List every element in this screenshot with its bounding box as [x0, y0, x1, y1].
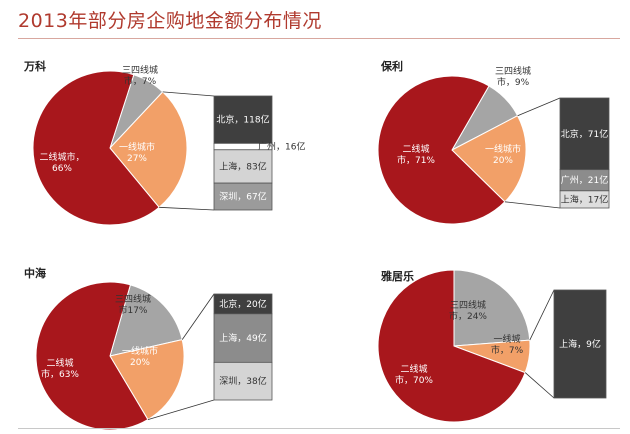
pie-slice	[451, 115, 527, 203]
connector-line	[162, 91, 215, 97]
chart-title: 中海	[24, 266, 46, 280]
pie-slice	[35, 281, 149, 431]
slice-label: 一线城市 20%	[122, 345, 158, 368]
breakdown-label: 上海，9亿	[559, 338, 601, 350]
connector-line	[159, 206, 215, 211]
breakdown-label: 深圳，38亿	[219, 375, 266, 387]
breakdown-label: 北京，71亿	[561, 128, 608, 140]
connector-line	[147, 399, 215, 420]
pie-slice	[109, 339, 185, 421]
connector-line	[517, 97, 561, 117]
slice-label: 一线城市 20%	[485, 143, 521, 166]
slice-label: 二线城市， 66%	[39, 151, 84, 174]
breakdown-segment	[559, 97, 610, 171]
chart-title: 雅居乐	[381, 269, 414, 283]
breakdown-label: 北京，118亿	[216, 114, 269, 126]
breakdown-label: 深圳，67亿	[219, 191, 266, 203]
breakdown-segment	[213, 361, 273, 401]
pie-slice	[109, 91, 188, 209]
breakdown-segment	[559, 190, 610, 209]
title-divider	[18, 38, 620, 39]
slice-label: 二线城市，63%	[41, 357, 79, 380]
connector-line	[504, 201, 561, 209]
slice-label: 三四线城市17%	[115, 293, 151, 316]
pie-slice	[32, 70, 160, 226]
pie-slice	[109, 284, 183, 357]
connector-line	[181, 293, 215, 340]
breakdown-segment	[213, 182, 273, 211]
slice-label: 三四线城市，7%	[122, 64, 158, 87]
slice-label: 三四线城市，24%	[449, 299, 487, 322]
chart-title: 万科	[23, 59, 46, 73]
pie-slice	[377, 269, 526, 423]
chart-title: 保利	[380, 59, 403, 73]
connector-line	[524, 372, 555, 399]
slice-label: 二线城市，70%	[395, 363, 433, 386]
bottom-divider	[18, 428, 620, 429]
breakdown-label: 北京，20亿	[219, 298, 266, 310]
connector-line	[529, 289, 555, 341]
breakdown-label: 广州，21亿	[561, 174, 608, 186]
breakdown-label: 上海，83亿	[219, 160, 266, 172]
breakdown-label: 上海，17亿	[561, 193, 608, 205]
pie-slice	[453, 269, 531, 347]
slice-label: 一线城市 27%	[119, 141, 155, 164]
breakdown-segment	[213, 313, 273, 363]
page-title: 2013年部分房企购地金额分布情况	[18, 10, 322, 32]
slice-label: 二线城市，71%	[397, 143, 435, 166]
slice-label: 三四线城市，9%	[495, 65, 531, 88]
breakdown-segment	[553, 289, 607, 399]
slice-label: 一线城市，7%	[491, 333, 524, 356]
pie-slice	[377, 75, 506, 225]
breakdown-label: 上海，49亿	[219, 332, 266, 344]
